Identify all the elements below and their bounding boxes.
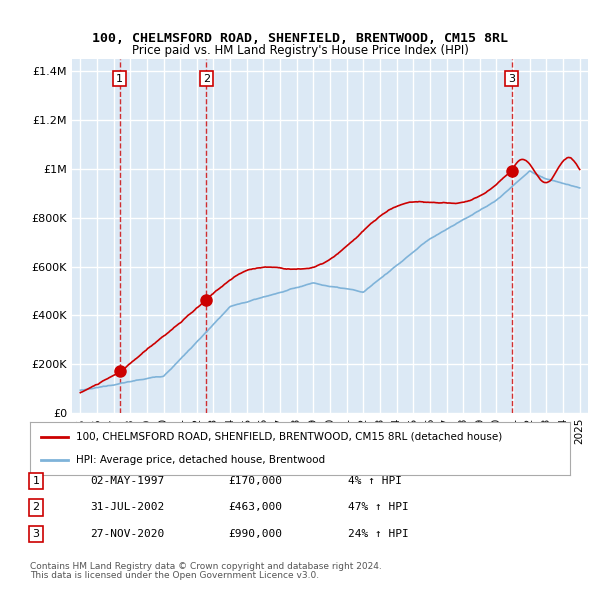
Text: 31-JUL-2002: 31-JUL-2002 <box>90 503 164 512</box>
Text: £990,000: £990,000 <box>228 529 282 539</box>
Text: 02-MAY-1997: 02-MAY-1997 <box>90 476 164 486</box>
Text: 3: 3 <box>508 74 515 84</box>
Text: 1: 1 <box>32 476 40 486</box>
Text: This data is licensed under the Open Government Licence v3.0.: This data is licensed under the Open Gov… <box>30 571 319 580</box>
Text: 2: 2 <box>203 74 210 84</box>
Text: 27-NOV-2020: 27-NOV-2020 <box>90 529 164 539</box>
Text: 24% ↑ HPI: 24% ↑ HPI <box>348 529 409 539</box>
Text: 2: 2 <box>32 503 40 512</box>
Text: HPI: Average price, detached house, Brentwood: HPI: Average price, detached house, Bren… <box>76 455 325 465</box>
Text: 100, CHELMSFORD ROAD, SHENFIELD, BRENTWOOD, CM15 8RL: 100, CHELMSFORD ROAD, SHENFIELD, BRENTWO… <box>92 32 508 45</box>
Text: 47% ↑ HPI: 47% ↑ HPI <box>348 503 409 512</box>
Text: 1: 1 <box>116 74 123 84</box>
Text: £463,000: £463,000 <box>228 503 282 512</box>
Text: 3: 3 <box>32 529 40 539</box>
Text: Contains HM Land Registry data © Crown copyright and database right 2024.: Contains HM Land Registry data © Crown c… <box>30 562 382 571</box>
Text: 4% ↑ HPI: 4% ↑ HPI <box>348 476 402 486</box>
Text: £170,000: £170,000 <box>228 476 282 486</box>
Text: 100, CHELMSFORD ROAD, SHENFIELD, BRENTWOOD, CM15 8RL (detached house): 100, CHELMSFORD ROAD, SHENFIELD, BRENTWO… <box>76 432 502 442</box>
Text: Price paid vs. HM Land Registry's House Price Index (HPI): Price paid vs. HM Land Registry's House … <box>131 44 469 57</box>
